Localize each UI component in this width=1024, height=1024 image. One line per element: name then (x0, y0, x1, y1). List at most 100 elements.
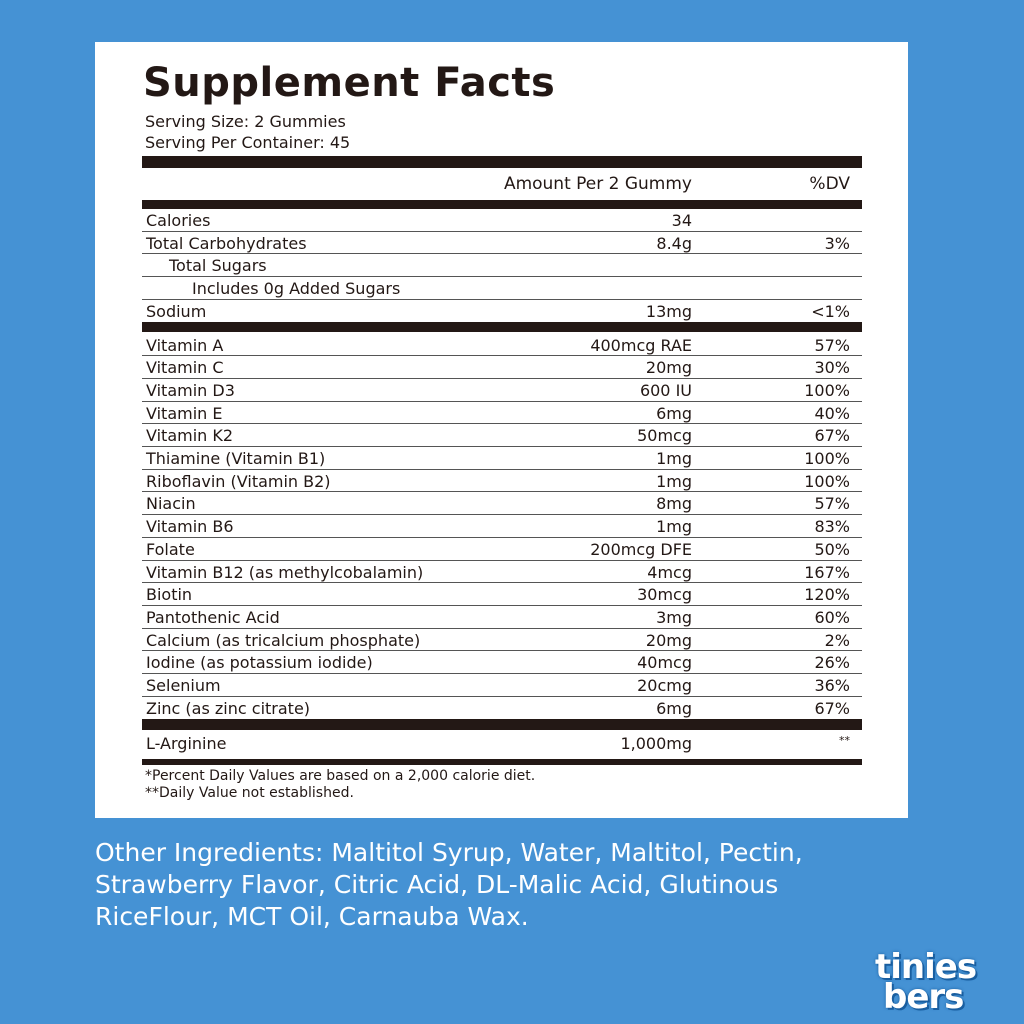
nutrient-name: Total Carbohydrates (146, 233, 307, 253)
nutrient-amount: 4mcg (647, 562, 692, 582)
nutrient-name: L-Arginine (146, 734, 227, 754)
row-rule (142, 582, 862, 583)
nutrient-amount: 1,000mg (620, 734, 692, 754)
nutrient-amount: 6mg (656, 698, 692, 718)
nutrient-dv: 50% (814, 539, 850, 559)
nutrient-name: Riboflavin (Vitamin B2) (146, 471, 331, 491)
row-rule (142, 650, 862, 651)
nutrient-dv: <1% (811, 301, 850, 321)
nutrient-dv: 2% (824, 630, 850, 650)
nutrient-name: Biotin (146, 585, 193, 605)
thick-bar (142, 759, 862, 765)
nutrient-name: Calories (146, 211, 211, 230)
nutrient-amount: 20mg (645, 358, 692, 378)
nutrient-name: Zinc (as zinc citrate) (146, 698, 311, 718)
nutrient-amount: 1mg (656, 517, 692, 537)
nutrient-dv: 60% (814, 607, 850, 627)
nutrient-amount: 34 (671, 211, 692, 230)
ingredients-line: Other Ingredients: Maltitol Syrup, Water… (95, 838, 803, 867)
logo-text: bers (883, 977, 964, 1017)
nutrient-dv: 30% (814, 358, 850, 378)
row-rule (142, 469, 862, 470)
nutrient-name: Sodium (146, 301, 207, 321)
title: Supplement Facts (143, 60, 556, 106)
nutrient-dv: 3% (824, 233, 850, 253)
nutrient-name: Includes 0g Added Sugars (192, 279, 401, 299)
serving-size: Serving Size: 2 Gummies (145, 112, 346, 131)
nutrient-dv: 40% (814, 403, 850, 423)
row-rule (142, 696, 862, 697)
nutrient-name: Pantothenic Acid (146, 607, 280, 627)
ingredients-line: RiceFlour, MCT Oil, Carnauba Wax. (95, 902, 529, 931)
row-rule (142, 401, 862, 402)
row-rule (142, 231, 862, 232)
row-rule (142, 355, 862, 356)
nutrient-dv: 36% (814, 676, 850, 695)
nutrient-amount: 13mg (645, 301, 692, 321)
amount-header: Amount Per 2 Gummy (503, 174, 692, 194)
row-rule (142, 491, 862, 492)
nutrient-dv: 57% (814, 494, 850, 514)
nutrient-amount: 20cmg (637, 676, 692, 695)
ingredients-line: Strawberry Flavor, Citric Acid, DL-Malic… (95, 870, 779, 899)
logo-text: tinies (875, 947, 977, 987)
nutrient-name: Vitamin B6 (146, 517, 234, 537)
row-rule (142, 560, 862, 561)
row-rule (142, 514, 862, 515)
nutrient-dv: 67% (814, 426, 850, 446)
nutrient-dv: 67% (814, 698, 850, 718)
facts-panel (95, 42, 908, 818)
nutrient-amount: 50mcg (637, 426, 692, 446)
row-rule (142, 378, 862, 379)
nutrient-dv: 100% (804, 380, 850, 400)
thick-bar (142, 719, 862, 730)
thick-bar (142, 200, 862, 209)
footnote: **Daily Value not established. (145, 785, 354, 801)
nutrient-amount: 40mcg (637, 653, 692, 673)
row-rule (142, 446, 862, 447)
nutrient-name: Vitamin K2 (146, 426, 234, 446)
nutrient-name: Thiamine (Vitamin B1) (146, 449, 326, 468)
nutrient-name: Vitamin E (146, 403, 223, 423)
thick-bar (142, 322, 862, 332)
nutrient-name: Total Sugars (169, 256, 267, 276)
nutrient-name: Folate (146, 539, 195, 559)
nutrient-amount: 30mcg (637, 585, 692, 605)
row-rule (142, 423, 862, 424)
nutrient-dv: 83% (814, 517, 850, 537)
footnote: *Percent Daily Values are based on a 2,0… (145, 768, 536, 784)
row-rule (142, 253, 862, 254)
nutrient-name: Selenium (146, 676, 221, 695)
nutrient-name: Vitamin B12 (as methylcobalamin) (146, 562, 424, 582)
nutrient-dv: 26% (814, 653, 850, 673)
servings-per-container: Serving Per Container: 45 (145, 133, 351, 152)
nutrient-name: Vitamin D3 (146, 380, 235, 400)
nutrient-name: Vitamin C (146, 358, 224, 378)
nutrient-dv: 100% (804, 471, 850, 491)
row-rule (142, 276, 862, 277)
nutrient-name: Iodine (as potassium iodide) (146, 653, 373, 673)
nutrient-dv: 167% (804, 562, 850, 582)
nutrient-dv: 120% (804, 585, 850, 605)
nutrient-amount: 200mcg DFE (590, 539, 692, 559)
nutrient-dv: 57% (814, 335, 850, 355)
nutrient-amount: 8mg (656, 494, 692, 514)
nutrient-amount: 1mg (656, 471, 692, 491)
nutrient-name: Niacin (146, 494, 196, 514)
row-rule (142, 605, 862, 606)
row-rule (142, 628, 862, 629)
nutrient-amount: 1mg (656, 449, 692, 468)
nutrient-amount: 3mg (656, 607, 692, 627)
thick-bar (142, 156, 862, 168)
nutrient-amount: 400mcg RAE (590, 335, 692, 355)
nutrient-dv: 100% (804, 449, 850, 468)
nutrient-amount: 600 IU (639, 380, 692, 400)
nutrient-name: Vitamin A (146, 335, 224, 355)
dv-header: %DV (809, 174, 850, 194)
row-rule (142, 537, 862, 538)
nutrient-name: Calcium (as tricalcium phosphate) (146, 630, 421, 650)
row-rule (142, 673, 862, 674)
nutrient-amount: 8.4g (656, 233, 692, 253)
nutrient-amount: 20mg (645, 630, 692, 650)
